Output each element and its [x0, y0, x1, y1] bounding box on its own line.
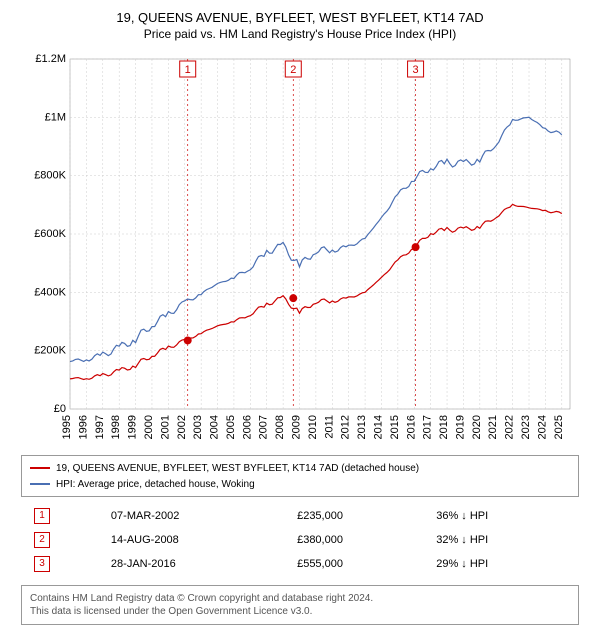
- svg-text:2001: 2001: [159, 415, 171, 439]
- svg-text:3: 3: [413, 64, 419, 76]
- legend-label: 19, QUEENS AVENUE, BYFLEET, WEST BYFLEET…: [56, 463, 419, 474]
- marker-price: £555,000: [287, 553, 424, 575]
- legend-swatch: [30, 467, 50, 469]
- marker-date: 28-JAN-2016: [101, 553, 285, 575]
- svg-text:2018: 2018: [438, 415, 450, 439]
- marker-pct: 32% ↓ HPI: [426, 529, 576, 551]
- svg-text:£0: £0: [54, 403, 66, 415]
- svg-text:2: 2: [290, 64, 296, 76]
- marker-number: 1: [34, 508, 50, 524]
- footer-line-1: Contains HM Land Registry data © Crown c…: [30, 592, 570, 605]
- svg-text:1999: 1999: [127, 415, 139, 439]
- marker-pct: 36% ↓ HPI: [426, 505, 576, 527]
- chart-subtitle: Price paid vs. HM Land Registry's House …: [10, 27, 590, 41]
- svg-text:1995: 1995: [61, 415, 73, 439]
- marker-date: 14-AUG-2008: [101, 529, 285, 551]
- svg-text:2016: 2016: [405, 415, 417, 439]
- svg-text:£200K: £200K: [34, 345, 66, 357]
- svg-text:2022: 2022: [504, 415, 516, 439]
- svg-text:2020: 2020: [471, 415, 483, 439]
- svg-text:2025: 2025: [553, 415, 565, 439]
- svg-text:2019: 2019: [454, 415, 466, 439]
- svg-text:£400K: £400K: [34, 286, 66, 298]
- svg-text:2011: 2011: [323, 415, 335, 439]
- svg-text:2007: 2007: [258, 415, 270, 439]
- svg-text:1998: 1998: [110, 415, 122, 439]
- svg-text:2008: 2008: [274, 415, 286, 439]
- svg-text:2015: 2015: [389, 415, 401, 439]
- marker-row: 2 14-AUG-2008£380,00032% ↓ HPI: [24, 529, 576, 551]
- line-chart: £0 £200K £400K £600K £800K £1M £1.2M 1995 1996 19…: [20, 49, 580, 449]
- svg-text:2000: 2000: [143, 415, 155, 439]
- svg-text:2023: 2023: [520, 415, 532, 439]
- chart-area: £0 £200K £400K £600K £800K £1M £1.2M 1995 1996 19…: [20, 49, 580, 449]
- svg-text:£800K: £800K: [34, 170, 66, 182]
- marker-price: £380,000: [287, 529, 424, 551]
- svg-text:2004: 2004: [209, 415, 221, 439]
- svg-text:1: 1: [185, 64, 191, 76]
- svg-text:2003: 2003: [192, 415, 204, 439]
- svg-text:2010: 2010: [307, 415, 319, 439]
- marker-pct: 29% ↓ HPI: [426, 553, 576, 575]
- svg-text:2009: 2009: [291, 415, 303, 439]
- svg-text:£1.2M: £1.2M: [35, 53, 66, 65]
- marker-price: £235,000: [287, 505, 424, 527]
- svg-text:£600K: £600K: [34, 228, 66, 240]
- svg-text:2002: 2002: [176, 415, 188, 439]
- svg-text:2014: 2014: [372, 415, 384, 439]
- legend: 19, QUEENS AVENUE, BYFLEET, WEST BYFLEET…: [21, 455, 579, 497]
- legend-row: 19, QUEENS AVENUE, BYFLEET, WEST BYFLEET…: [30, 460, 570, 476]
- svg-text:1996: 1996: [77, 415, 89, 439]
- marker-number: 3: [34, 556, 50, 572]
- legend-row: HPI: Average price, detached house, Woki…: [30, 476, 570, 492]
- marker-date: 07-MAR-2002: [101, 505, 285, 527]
- attribution: Contains HM Land Registry data © Crown c…: [21, 585, 579, 625]
- chart-title: 19, QUEENS AVENUE, BYFLEET, WEST BYFLEET…: [10, 10, 590, 25]
- svg-text:2024: 2024: [536, 415, 548, 439]
- marker-table: 1 07-MAR-2002£235,00036% ↓ HPI 2 14-AUG-200…: [22, 503, 578, 577]
- svg-text:2017: 2017: [422, 415, 434, 439]
- legend-swatch: [30, 483, 50, 485]
- marker-row: 1 07-MAR-2002£235,00036% ↓ HPI: [24, 505, 576, 527]
- marker-number: 2: [34, 532, 50, 548]
- svg-text:£1M: £1M: [45, 111, 66, 123]
- svg-text:2012: 2012: [340, 415, 352, 439]
- footer-line-2: This data is licensed under the Open Gov…: [30, 605, 570, 618]
- svg-text:2006: 2006: [241, 415, 253, 439]
- svg-text:1997: 1997: [94, 415, 106, 439]
- legend-label: HPI: Average price, detached house, Woki…: [56, 479, 255, 490]
- svg-text:2013: 2013: [356, 415, 368, 439]
- svg-text:2005: 2005: [225, 415, 237, 439]
- svg-text:2021: 2021: [487, 415, 499, 439]
- marker-row: 3 28-JAN-2016£555,00029% ↓ HPI: [24, 553, 576, 575]
